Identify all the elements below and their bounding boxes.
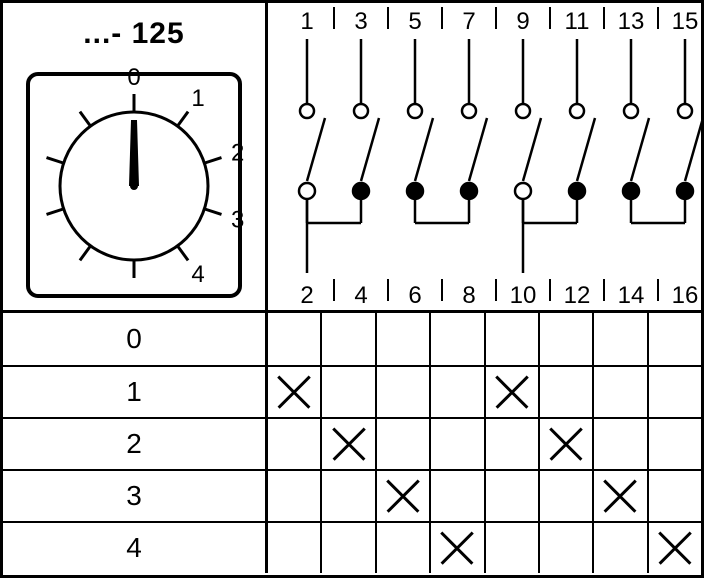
cell (377, 471, 431, 521)
schematic-panel: 13579111315246810121416 (268, 3, 701, 310)
cell (649, 471, 701, 521)
cell (540, 313, 594, 365)
cell (431, 367, 485, 417)
svg-text:11: 11 (565, 8, 590, 35)
x-mark-icon (603, 479, 637, 513)
position-label: 4 (3, 523, 268, 573)
svg-text:2: 2 (231, 139, 244, 166)
cell (431, 471, 485, 521)
position-label: 0 (3, 313, 268, 365)
cell (540, 419, 594, 469)
cell (540, 523, 594, 573)
cell (486, 419, 540, 469)
svg-text:13: 13 (618, 8, 645, 35)
model-title: ...- 125 (3, 3, 265, 65)
svg-text:14: 14 (618, 282, 645, 309)
x-mark-icon (658, 531, 692, 565)
cell (486, 313, 540, 365)
cell (377, 367, 431, 417)
cell (486, 523, 540, 573)
cell (486, 367, 540, 417)
svg-text:2: 2 (300, 282, 313, 309)
svg-text:12: 12 (564, 282, 591, 309)
cell (540, 471, 594, 521)
cell (268, 471, 322, 521)
svg-text:0: 0 (127, 68, 140, 91)
table-row: 3 (3, 469, 701, 521)
cell (431, 419, 485, 469)
position-label: 2 (3, 419, 268, 469)
cell (322, 367, 376, 417)
cell (322, 313, 376, 365)
cells (268, 523, 701, 573)
cell (377, 523, 431, 573)
cell (594, 471, 648, 521)
svg-text:3: 3 (354, 8, 367, 35)
dial-panel: ...- 125 0 1 2 3 4 (3, 3, 268, 310)
cell (322, 419, 376, 469)
x-mark-icon (277, 375, 311, 409)
top-section: ...- 125 01234 13579111315246810121416 (3, 3, 701, 313)
cell (431, 313, 485, 365)
cells (268, 367, 701, 417)
x-mark-icon (386, 479, 420, 513)
cell (377, 419, 431, 469)
svg-text:8: 8 (462, 282, 475, 309)
cell (268, 367, 322, 417)
cell (594, 313, 648, 365)
svg-text:16: 16 (672, 282, 699, 309)
position-label: 1 (3, 367, 268, 417)
cell (649, 523, 701, 573)
svg-text:6: 6 (408, 282, 421, 309)
cell (649, 313, 701, 365)
cell (649, 367, 701, 417)
dial-wrap: 0 1 2 3 4 (3, 65, 265, 310)
svg-text:9: 9 (516, 8, 529, 35)
rotary-dial-icon: 0 1 2 3 4 (14, 68, 254, 308)
x-mark-icon (332, 427, 366, 461)
cell (322, 523, 376, 573)
cell (594, 367, 648, 417)
cell (540, 367, 594, 417)
contact-table: 01234 (3, 313, 701, 573)
cell (268, 419, 322, 469)
table-row: 1 (3, 365, 701, 417)
x-mark-icon (495, 375, 529, 409)
cell (377, 313, 431, 365)
cell (322, 471, 376, 521)
cell (268, 523, 322, 573)
cell (594, 523, 648, 573)
table-row: 4 (3, 521, 701, 573)
svg-text:4: 4 (354, 282, 367, 309)
table-row: 0 (3, 313, 701, 365)
contact-schematic-icon: 13579111315246810121416 (268, 3, 701, 310)
position-label: 3 (3, 471, 268, 521)
svg-text:1: 1 (300, 8, 313, 35)
svg-text:1: 1 (191, 84, 204, 111)
cells (268, 313, 701, 365)
x-mark-icon (549, 427, 583, 461)
cells (268, 471, 701, 521)
svg-text:10: 10 (510, 282, 537, 309)
cell (486, 471, 540, 521)
svg-text:7: 7 (462, 8, 475, 35)
cell (594, 419, 648, 469)
cell (268, 313, 322, 365)
svg-text:15: 15 (672, 8, 699, 35)
svg-text:5: 5 (408, 8, 421, 35)
cells (268, 419, 701, 469)
svg-text:3: 3 (231, 206, 244, 233)
x-mark-icon (440, 531, 474, 565)
svg-text:4: 4 (191, 261, 204, 288)
cell (649, 419, 701, 469)
switch-diagram: ...- 125 01234 13579111315246810121416 0… (0, 0, 704, 578)
table-row: 2 (3, 417, 701, 469)
cell (431, 523, 485, 573)
